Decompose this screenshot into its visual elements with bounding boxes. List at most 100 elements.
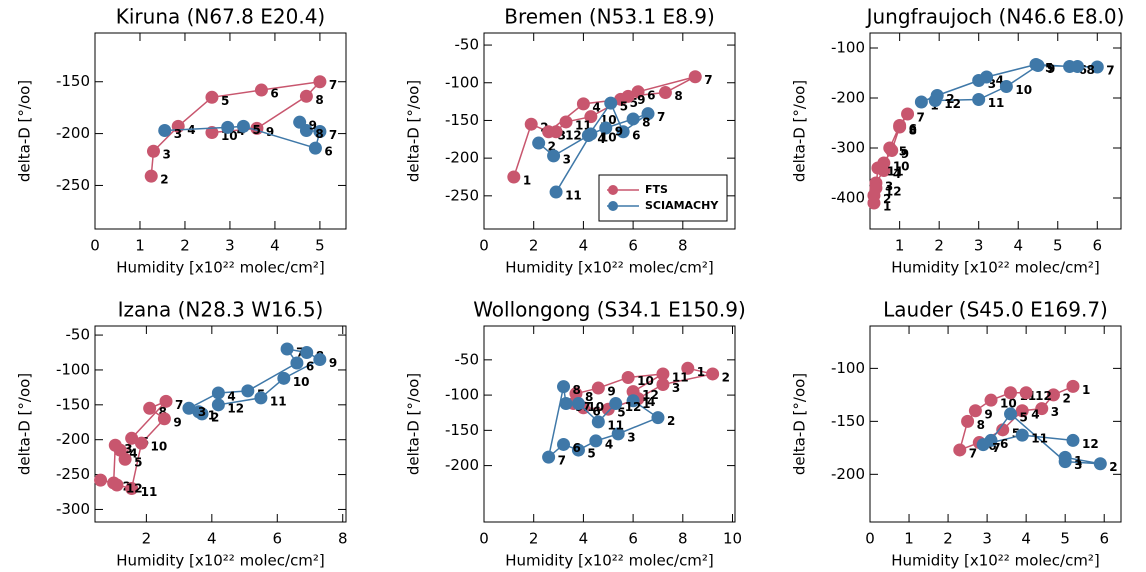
point-label: 1: [1074, 454, 1082, 468]
point-label: 10: [150, 440, 167, 454]
point-label: 5: [899, 145, 907, 159]
point-label: 3: [1074, 458, 1082, 472]
x-tick-label: 4: [270, 237, 280, 255]
data-point: [953, 443, 967, 457]
y-tick-label: -200: [445, 456, 479, 474]
plot-frame: [94, 325, 347, 523]
point-label: 5: [617, 406, 625, 420]
y-tick-label: -250: [445, 186, 479, 204]
point-label: 12: [885, 185, 902, 199]
y-tick-label: -100: [445, 73, 479, 91]
x-tick-label: 6: [1099, 530, 1109, 548]
point-label: 8: [315, 93, 323, 107]
data-point: [984, 393, 998, 407]
point-label: 1: [208, 408, 216, 422]
point-label: 6: [647, 88, 655, 102]
x-tick-label: 8: [678, 530, 688, 548]
data-point: [928, 94, 942, 107]
data-point: [1066, 379, 1080, 393]
legend-label: SCIAMACHY: [645, 199, 719, 212]
x-tick-label: 2: [943, 530, 953, 548]
data-point: [599, 121, 613, 135]
data-point: [914, 95, 928, 109]
point-label: 3: [563, 152, 571, 166]
x-axis-label: Humidity [x10²² molec/cm²]: [116, 552, 325, 570]
data-point: [182, 401, 196, 415]
data-point: [893, 120, 907, 134]
panel: Bremen (N53.1 E8.9)0 2 4 6 8-250-200-150-100…: [405, 5, 736, 277]
point-label: 7: [969, 446, 977, 460]
data-point: [1019, 386, 1033, 400]
y-tick-label: -250: [56, 176, 90, 194]
x-tick-label: 2: [529, 237, 539, 255]
point-label: 5: [252, 123, 260, 137]
data-point: [584, 127, 598, 141]
data-point: [571, 397, 585, 411]
y-tick-label: -100: [445, 386, 479, 404]
data-point: [576, 97, 590, 111]
data-point: [626, 385, 640, 399]
data-point: [1058, 455, 1072, 469]
data-point: [524, 117, 538, 131]
point-label: 7: [704, 73, 712, 87]
x-tick-label: 2: [180, 237, 190, 255]
point-label: 5: [1012, 426, 1020, 440]
data-point: [241, 384, 255, 398]
point-label: 8: [573, 383, 581, 397]
point-label: 4: [996, 74, 1004, 88]
x-axis-label: Humidity [x10²² molec/cm²]: [891, 259, 1100, 277]
x-tick-label: 10: [723, 530, 742, 548]
y-tick-label: -300: [831, 139, 865, 157]
data-point: [144, 169, 158, 183]
point-label: 10: [893, 160, 910, 174]
y-tick-label: -250: [56, 465, 90, 483]
point-label: 11: [565, 189, 582, 203]
point-label: 9: [615, 124, 623, 138]
point-label: 11: [887, 165, 904, 179]
x-tick-label: 2: [529, 530, 539, 548]
data-point: [211, 398, 225, 412]
data-point: [118, 452, 132, 466]
data-point: [549, 185, 563, 199]
point-label: 2: [883, 192, 891, 206]
data-point: [621, 89, 635, 103]
point-label: 8: [909, 124, 917, 138]
y-tick-label: -200: [56, 430, 90, 448]
y-tick-label: -150: [56, 72, 90, 90]
point-label: 5: [620, 100, 628, 114]
data-point: [584, 110, 598, 124]
point-label: 11: [988, 96, 1005, 110]
point-label: 3: [124, 442, 132, 456]
data-point: [1071, 60, 1085, 73]
chart-title: Izana (N28.3 W16.5): [118, 298, 324, 322]
data-point: [280, 342, 294, 356]
x-axis-label: Humidity [x10²² molec/cm²]: [505, 552, 714, 570]
x-tick-label: 4: [579, 530, 589, 548]
data-point: [1066, 433, 1080, 447]
point-label: 1: [642, 397, 650, 411]
point-label: 2: [946, 92, 954, 106]
point-label: 4: [1031, 407, 1039, 421]
data-point: [591, 415, 605, 429]
legend-marker: [608, 185, 618, 195]
point-label: 1: [883, 200, 891, 214]
data-point: [616, 125, 630, 139]
data-point: [631, 85, 645, 99]
point-label: 9: [173, 415, 181, 429]
point-label: 4: [647, 395, 655, 409]
data-point: [706, 367, 720, 381]
point-label: 2: [548, 140, 556, 154]
x-tick-label: 8: [338, 530, 348, 548]
data-point: [1035, 402, 1049, 416]
point-label: 6: [270, 87, 278, 101]
data-point: [1004, 407, 1018, 421]
data-point: [547, 149, 561, 163]
data-point: [641, 107, 655, 121]
point-label: 6: [324, 145, 332, 159]
data-point: [532, 136, 546, 150]
data-point: [1015, 404, 1029, 418]
point-label: 7: [917, 111, 925, 125]
data-point: [656, 378, 670, 392]
data-point: [626, 394, 640, 408]
